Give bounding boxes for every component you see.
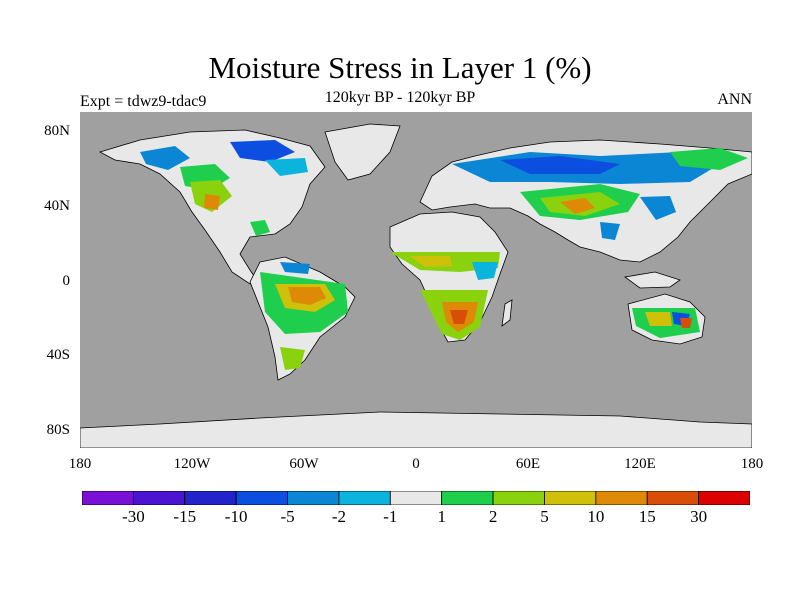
- season-label: ANN: [717, 91, 752, 108]
- legend-swatch-8: [492, 491, 545, 505]
- legend-swatch-0: [82, 491, 134, 505]
- landmass-greenland: [324, 123, 401, 181]
- legend-swatch-5: [338, 491, 391, 505]
- world-map: [80, 112, 752, 448]
- landmass-antarctica: [80, 411, 752, 448]
- landmass-indonesia: [623, 271, 681, 289]
- legend-label-5: -1: [383, 507, 398, 526]
- lon-label-180w: 180: [68, 456, 92, 472]
- experiment-label: Expt = tdwz9-tdac9: [80, 93, 207, 110]
- legend-label-0: -30: [122, 507, 145, 526]
- lon-label-180e: 180: [740, 456, 764, 472]
- legend-label-4: -2: [331, 507, 346, 526]
- lat-label-40s: 40S: [46, 347, 70, 363]
- legend-swatch-9: [544, 491, 597, 505]
- lat-label-40n: 40N: [44, 198, 70, 214]
- legend-swatch-11: [646, 491, 700, 505]
- map-subtitle: 120kyr BP - 120kyr BP: [324, 89, 476, 106]
- lon-label-0: 0: [412, 456, 420, 472]
- map-title: Moisture Stress in Layer 1 (%): [208, 50, 592, 85]
- legend-label-3: -5: [280, 507, 295, 526]
- legend-swatch-4: [287, 491, 340, 505]
- legend-label-6: 1: [437, 507, 446, 526]
- lon-label-120w: 120W: [173, 456, 211, 472]
- landmass-madagascar: [501, 299, 513, 327]
- legend-swatch-6: [389, 491, 443, 505]
- legend-swatch-3: [235, 491, 288, 505]
- legend-swatch-12: [698, 491, 750, 505]
- legend-label-8: 5: [540, 507, 549, 526]
- lat-label-80n: 80N: [44, 123, 70, 139]
- color-legend: [82, 491, 750, 505]
- legend-swatch-1: [132, 491, 186, 505]
- lat-label-80s: 80S: [46, 422, 70, 438]
- legend-swatch-2: [184, 491, 237, 505]
- legend-swatch-7: [441, 491, 494, 505]
- legend-label-10: 15: [638, 507, 656, 526]
- lon-label-120e: 120E: [624, 456, 656, 472]
- legend-label-1: -15: [173, 507, 197, 526]
- lat-label-0: 0: [62, 273, 71, 289]
- lon-label-60e: 60E: [515, 456, 541, 472]
- legend-label-2: -10: [224, 507, 248, 526]
- legend-swatch-10: [595, 491, 648, 505]
- legend-label-9: 10: [587, 507, 605, 526]
- legend-label-7: 2: [488, 507, 498, 526]
- legend-label-11: 30: [690, 507, 708, 526]
- lon-label-60w: 60W: [289, 456, 319, 472]
